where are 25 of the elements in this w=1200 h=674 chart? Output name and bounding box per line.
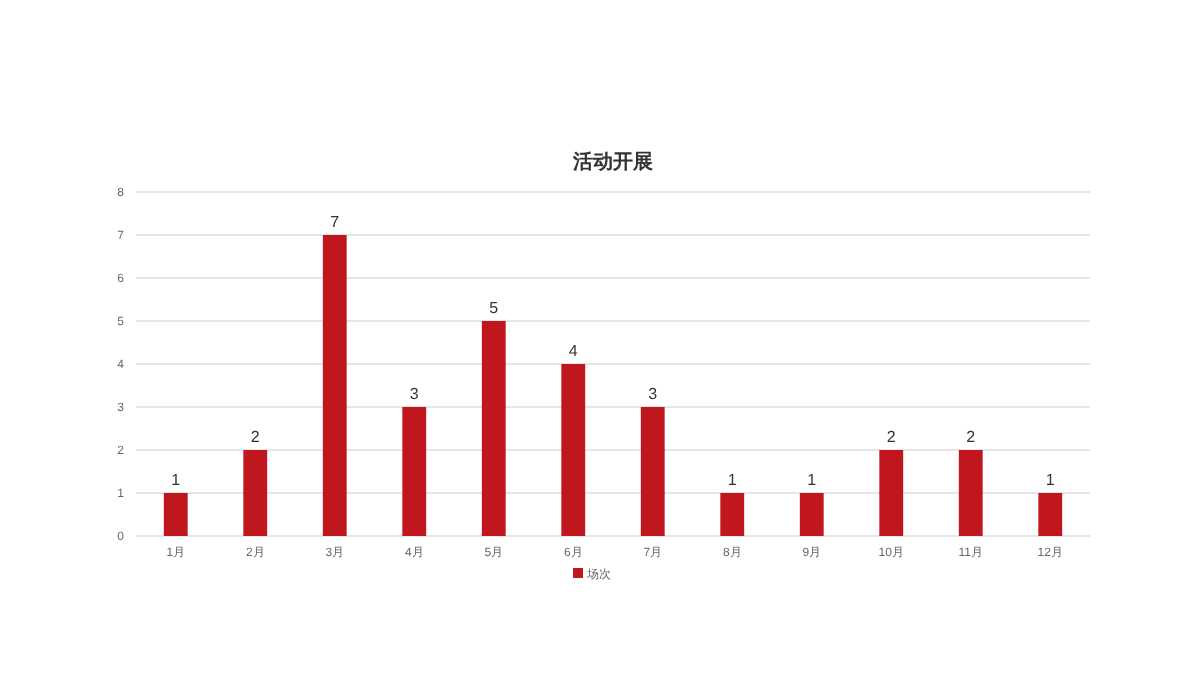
bar bbox=[799, 493, 824, 536]
data-label: 2 bbox=[886, 428, 897, 446]
chart-title: 活动开展 bbox=[571, 150, 653, 174]
data-label: 2 bbox=[966, 428, 977, 446]
bar bbox=[322, 235, 347, 536]
data-label: 5 bbox=[489, 299, 500, 317]
data-label: 4 bbox=[568, 342, 579, 360]
data-label: 1 bbox=[171, 471, 182, 489]
bar bbox=[243, 450, 268, 536]
bar bbox=[163, 493, 188, 536]
data-label: 7 bbox=[330, 213, 341, 231]
data-label: 1 bbox=[1045, 471, 1056, 489]
data-label: 3 bbox=[648, 385, 659, 403]
bar bbox=[720, 493, 745, 536]
data-label: 2 bbox=[250, 428, 261, 446]
bar bbox=[1038, 493, 1063, 536]
bar bbox=[879, 450, 904, 536]
data-label: 1 bbox=[727, 471, 738, 489]
bar bbox=[561, 364, 586, 536]
data-label: 1 bbox=[807, 471, 818, 489]
bar bbox=[958, 450, 983, 536]
data-label: 3 bbox=[409, 385, 420, 403]
bar bbox=[640, 407, 665, 536]
bar bbox=[402, 407, 427, 536]
bar bbox=[481, 321, 506, 536]
